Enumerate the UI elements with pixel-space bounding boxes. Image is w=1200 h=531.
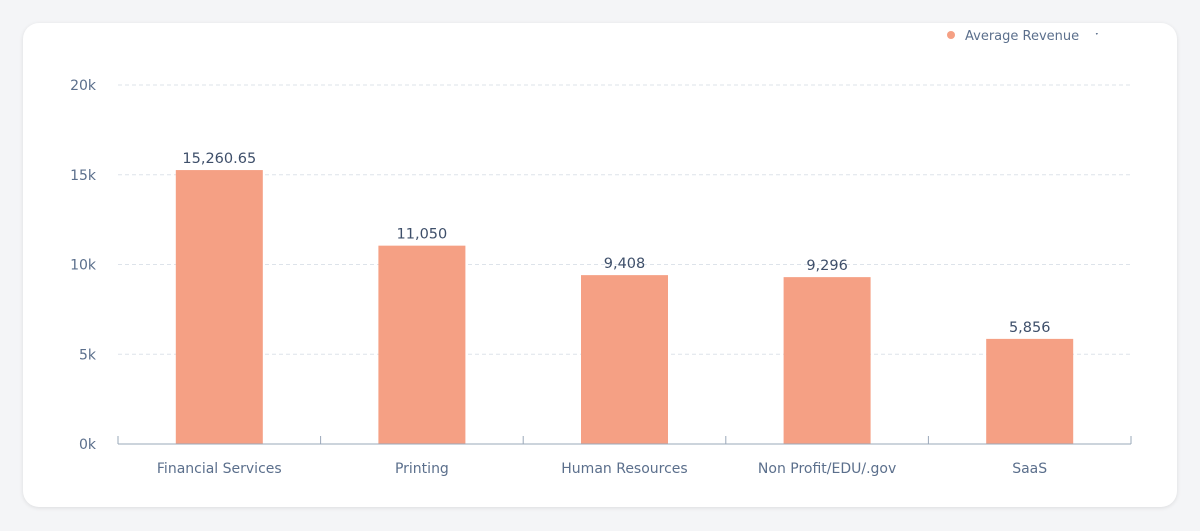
bar[interactable] xyxy=(986,338,1074,444)
legend[interactable]: Average Revenue ˑ xyxy=(947,29,1099,44)
legend-marker xyxy=(947,31,955,39)
x-category-label: Financial Services xyxy=(157,461,282,477)
legend-label[interactable]: Average Revenue xyxy=(965,29,1079,44)
y-tick-label: 5k xyxy=(79,347,97,363)
x-axis xyxy=(117,436,1132,445)
y-tick-label: 20k xyxy=(70,78,97,94)
bar[interactable] xyxy=(783,277,871,444)
y-tick-label: 10k xyxy=(70,258,97,274)
data-label: 5,856 xyxy=(1009,320,1051,336)
legend-extra-mark: ˑ xyxy=(1095,29,1099,44)
bar[interactable] xyxy=(378,245,466,444)
data-label: 15,260.65 xyxy=(182,151,256,167)
chart-card: 0k 5k 10k 15k 20k 15,260.65 11,050 9,408 9,296 5… xyxy=(23,23,1177,507)
x-category-label: Non Profit/EDU/.gov xyxy=(758,461,896,477)
x-category-label: Printing xyxy=(395,461,449,477)
bar-chart: 0k 5k 10k 15k 20k 15,260.65 11,050 9,408 9,296 5… xyxy=(70,29,1132,477)
data-labels: 15,260.65 11,050 9,408 9,296 5,856 xyxy=(182,151,1050,336)
y-tick-label: 15k xyxy=(70,168,97,184)
bar[interactable] xyxy=(581,275,668,444)
data-label: 11,050 xyxy=(397,227,448,243)
data-label: 9,408 xyxy=(604,256,646,272)
x-axis-categories: Financial Services Printing Human Resource… xyxy=(157,461,1047,477)
bars xyxy=(175,170,1074,444)
data-label: 9,296 xyxy=(806,258,848,274)
y-axis-ticks: 0k 5k 10k 15k 20k xyxy=(70,78,97,453)
x-category-label: Human Resources xyxy=(561,461,687,477)
y-tick-label: 0k xyxy=(79,437,97,453)
x-category-label: SaaS xyxy=(1012,461,1047,477)
bar[interactable] xyxy=(175,170,263,444)
